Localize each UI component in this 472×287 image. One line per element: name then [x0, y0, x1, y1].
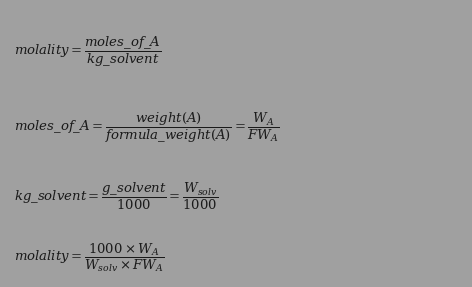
Text: $\mathit{kg\_solvent} = \dfrac{\mathit{g\_solvent}}{1000} = \dfrac{W_{solv}}{100: $\mathit{kg\_solvent} = \dfrac{\mathit{g… [14, 181, 219, 212]
Text: $\mathit{molality} = \dfrac{1000 \times W_{A}}{W_{solv} \times FW_{A}}$: $\mathit{molality} = \dfrac{1000 \times … [14, 242, 165, 274]
Text: $\mathit{moles\_of\_A} = \dfrac{\mathit{weight(A)}}{\mathit{formula\_weight(A)}}: $\mathit{moles\_of\_A} = \dfrac{\mathit{… [14, 111, 280, 145]
Text: $\mathit{molality} = \dfrac{\mathit{moles\_of\_A}}{\mathit{kg\_solvent}}$: $\mathit{molality} = \dfrac{\mathit{mole… [14, 35, 161, 69]
